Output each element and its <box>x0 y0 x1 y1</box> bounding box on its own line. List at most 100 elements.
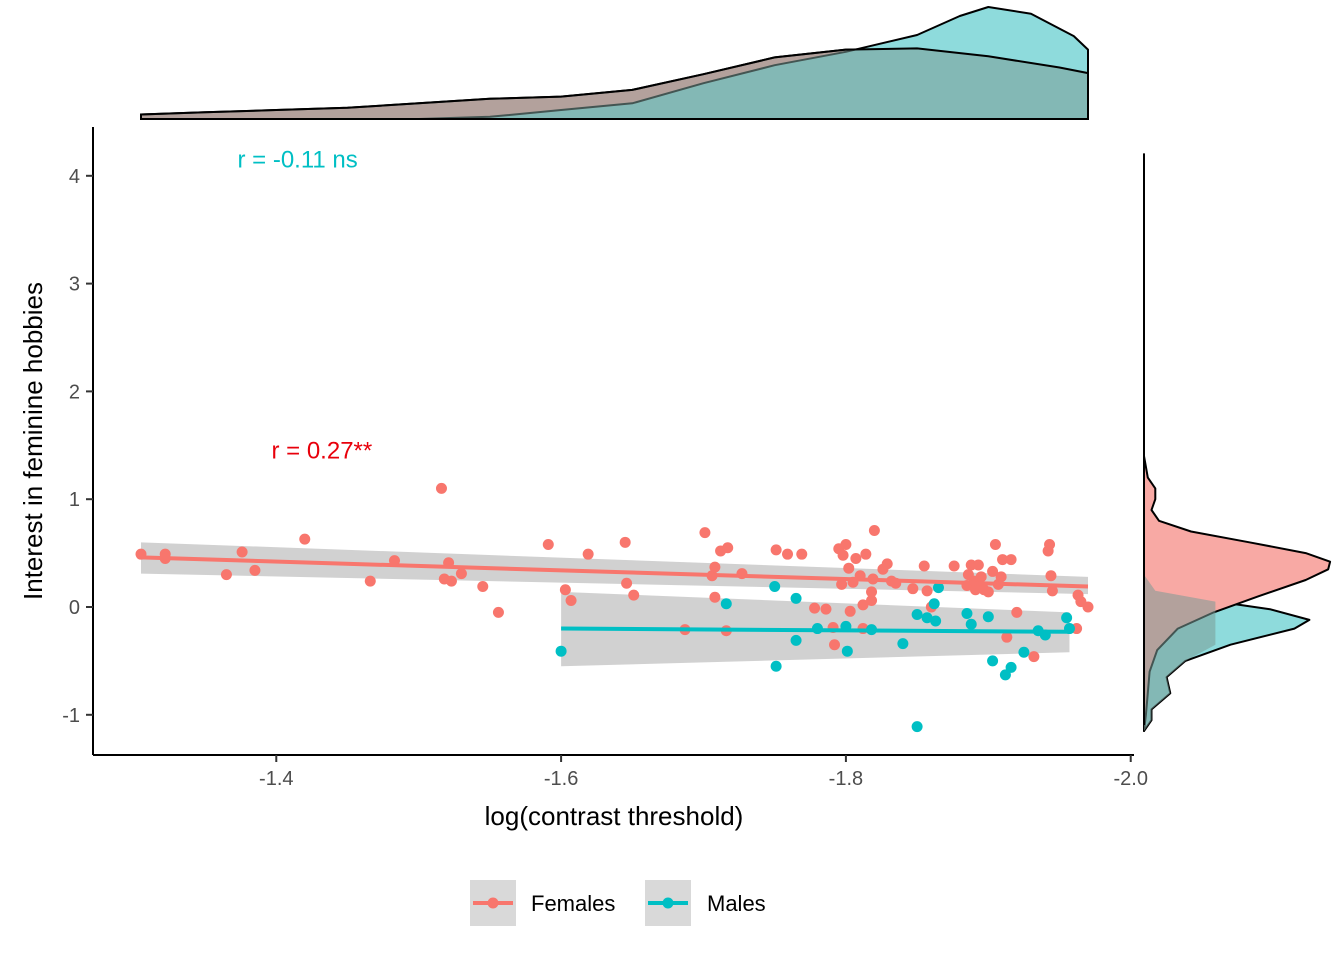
main-plot-panel <box>135 482 1094 733</box>
point-females <box>236 546 248 558</box>
point-females <box>866 595 878 607</box>
point-females <box>1082 601 1094 613</box>
point-females <box>987 565 999 577</box>
point-females <box>837 549 849 561</box>
y-tick-label: -1 <box>62 705 80 727</box>
point-females <box>1044 538 1056 550</box>
point-females <box>866 586 878 598</box>
point-females <box>1005 554 1017 566</box>
point-females <box>989 538 1001 550</box>
legend-point <box>487 897 499 909</box>
point-females <box>559 584 571 596</box>
point-females <box>850 552 862 564</box>
point-females <box>918 560 930 572</box>
correlation-label: r = 0.27** <box>271 438 372 465</box>
y-tick-label: 1 <box>69 489 80 511</box>
point-males <box>790 634 802 646</box>
regression-lines <box>140 555 1089 634</box>
point-females <box>249 564 261 576</box>
point-males <box>911 609 923 621</box>
point-males <box>921 612 933 624</box>
point-females <box>709 591 721 603</box>
y-tick-label: 4 <box>69 166 80 188</box>
point-females <box>809 602 821 614</box>
legend-label-males: Males <box>707 891 766 916</box>
point-males <box>770 660 782 672</box>
y-tick-label: 0 <box>69 597 80 619</box>
x-axis-title: log(contrast threshold) <box>485 801 744 831</box>
legend: Females Males <box>470 880 766 926</box>
point-females <box>997 554 1009 566</box>
axes: -1.4 -1.6 -1.8 -2.0 -1 0 1 2 3 4 <box>62 127 1148 790</box>
legend-point <box>662 897 674 909</box>
point-females <box>565 595 577 607</box>
point-males <box>769 581 781 593</box>
point-females <box>820 603 832 615</box>
point-males <box>932 582 944 594</box>
point-females <box>477 581 489 593</box>
point-females <box>220 569 232 581</box>
right-density-plot <box>1143 153 1332 732</box>
point-females <box>582 548 594 560</box>
fit-line-females <box>140 555 1089 589</box>
point-males <box>1005 661 1017 673</box>
point-females <box>299 533 311 545</box>
point-females <box>492 606 504 618</box>
point-males <box>982 611 994 623</box>
point-females <box>1011 606 1023 618</box>
y-tick-label: 2 <box>69 381 80 403</box>
point-females <box>722 542 734 554</box>
point-females <box>796 548 808 560</box>
point-males <box>965 618 977 630</box>
point-females <box>1001 631 1013 643</box>
point-males <box>911 721 923 733</box>
legend-label-females: Females <box>531 891 615 916</box>
point-females <box>881 558 893 570</box>
point-females <box>709 561 721 573</box>
point-females <box>921 585 933 597</box>
point-males <box>928 598 940 610</box>
point-females <box>770 544 782 556</box>
point-females <box>995 571 1007 583</box>
point-females <box>455 568 467 580</box>
y-tick-label: 3 <box>69 274 80 296</box>
point-males <box>999 669 1011 681</box>
point-females <box>1028 651 1040 663</box>
point-males <box>555 645 567 657</box>
point-males <box>897 638 909 650</box>
point-females <box>829 639 841 651</box>
point-females <box>628 589 640 601</box>
point-females <box>857 599 869 611</box>
point-females <box>621 577 633 589</box>
point-females <box>843 562 855 574</box>
x-axis-ticks: -1.4 -1.6 -1.8 -2.0 <box>259 755 1148 790</box>
point-females <box>435 482 447 494</box>
top-density-overlap <box>140 47 1089 120</box>
point-females <box>619 536 631 548</box>
point-females <box>836 578 848 590</box>
y-axis-ticks: -1 0 1 2 3 4 <box>62 166 93 727</box>
confidence-band-females <box>141 542 1088 595</box>
point-males <box>720 598 732 610</box>
point-females <box>364 575 376 587</box>
point-females <box>782 548 794 560</box>
point-females <box>840 538 852 550</box>
x-tick-label: -1.8 <box>829 768 863 790</box>
point-females <box>699 527 711 539</box>
point-males <box>790 592 802 604</box>
point-females <box>972 559 984 571</box>
point-males <box>930 615 942 627</box>
point-males <box>1018 646 1030 658</box>
point-males <box>841 645 853 657</box>
point-females <box>948 560 960 572</box>
point-females <box>542 538 554 550</box>
point-females <box>1045 570 1057 582</box>
right-density-overlap <box>1144 154 1216 731</box>
point-females <box>860 548 872 560</box>
top-density-plot <box>140 6 1089 120</box>
point-females <box>445 575 457 587</box>
point-females <box>844 605 856 617</box>
point-females <box>907 583 919 595</box>
correlation-annotations: r = -0.11 ns r = 0.27** <box>238 147 373 465</box>
